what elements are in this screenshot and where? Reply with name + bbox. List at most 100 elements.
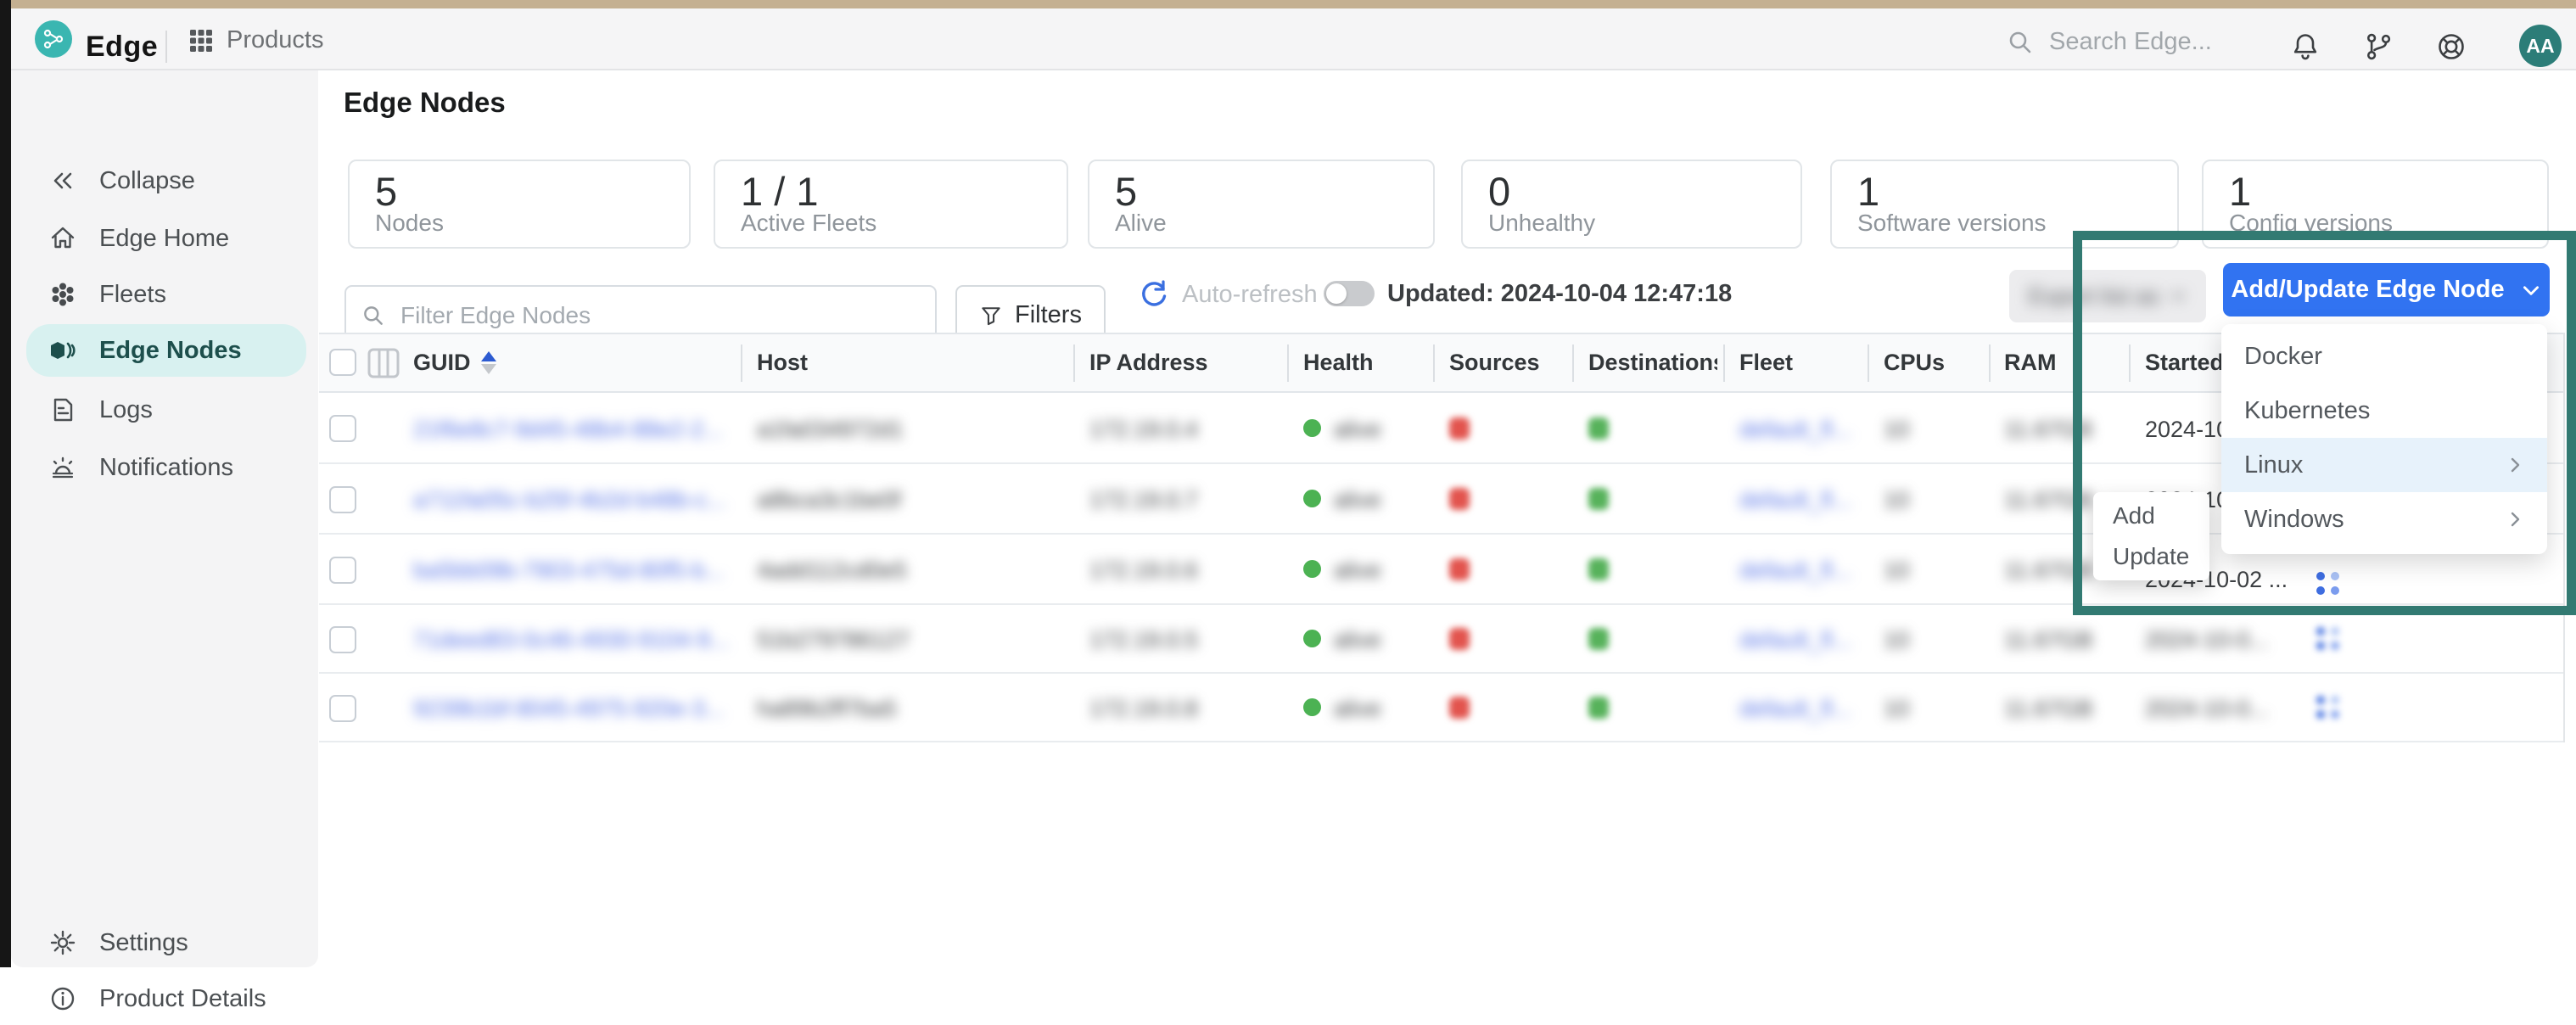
global-search[interactable]: Search Edge...	[2007, 28, 2212, 56]
fleet-link[interactable]: default_fl...	[1739, 696, 1852, 721]
row-actions-icon[interactable]	[2316, 572, 2339, 595]
fleet-link[interactable]: default_fl...	[1739, 627, 1852, 653]
stat-card-unhealthy: 0 Unhealthy	[1461, 160, 1802, 249]
row-actions-icon[interactable]	[2316, 627, 2339, 650]
health-dot	[1303, 490, 1321, 507]
guid-link[interactable]: a711fa05c-b25f-4b2d-b48b-c...	[413, 487, 726, 512]
stat-value: 5	[375, 169, 398, 214]
sources-indicator	[1449, 558, 1470, 580]
column-header-started[interactable]: Started	[2145, 350, 2225, 375]
sidebar-item-product-details[interactable]: Product Details	[26, 972, 306, 1025]
host-cell: a8bca3c1be0f	[757, 487, 901, 512]
ip-cell: 172.19.0.5	[1089, 627, 1198, 653]
column-header-guid[interactable]: GUID	[413, 334, 496, 391]
guid-link[interactable]: ba5bb09b-7903-475d-80f5-b...	[413, 557, 725, 583]
export-list-button[interactable]: Export list as	[2009, 270, 2206, 322]
fleet-link[interactable]: default_fl...	[1739, 487, 1852, 512]
cpus-cell: 10	[1884, 627, 1910, 653]
home-icon	[48, 224, 77, 253]
health-cell: alive	[1334, 627, 1381, 653]
sidebar-item-edge-nodes[interactable]: Edge Nodes	[26, 324, 306, 377]
sidebar-item-label: Settings	[99, 928, 188, 956]
chevron-down-icon	[2170, 288, 2187, 305]
row-checkbox[interactable]	[329, 415, 356, 442]
edge-logo-icon[interactable]	[35, 20, 72, 58]
select-all-checkbox[interactable]	[329, 349, 356, 376]
sidebar-item-label: Collapse	[99, 166, 195, 194]
fleet-link[interactable]: default_fl...	[1739, 417, 1852, 442]
stat-label: Active Fleets	[741, 210, 877, 236]
menu-item-linux[interactable]: Linux	[2221, 438, 2547, 492]
add-update-edge-node-button[interactable]: Add/Update Edge Node	[2223, 263, 2550, 316]
destinations-indicator	[1588, 628, 1609, 650]
filter-input-field[interactable]	[399, 300, 911, 330]
ip-cell: 172.19.0.7	[1089, 487, 1198, 512]
chevron-right-icon	[2505, 455, 2525, 475]
menu-item-update[interactable]: Update	[2113, 543, 2190, 569]
menu-item-windows[interactable]: Windows	[2221, 492, 2547, 546]
destinations-indicator	[1588, 558, 1609, 580]
stat-label: Unhealthy	[1488, 210, 1596, 236]
notifications-icon	[48, 453, 77, 482]
health-dot	[1303, 630, 1321, 647]
sidebar-item-collapse[interactable]: Collapse	[26, 154, 306, 207]
column-settings-icon[interactable]	[367, 347, 400, 379]
guid-link[interactable]: 9239b1bf-8045-4975-920e-3...	[413, 696, 725, 721]
menu-item-docker[interactable]: Docker	[2244, 342, 2322, 370]
host-cell: 4add112cd0e5	[757, 557, 907, 583]
table-row: 71deed83-0c46-4930-9104-9... 51b27978612…	[319, 605, 2563, 674]
topbar-divider	[165, 31, 167, 63]
stat-card-software-versions: 1 Software versions	[1830, 160, 2179, 249]
sort-icon	[480, 351, 496, 374]
sources-indicator	[1449, 697, 1470, 719]
auto-refresh-label: Auto-refresh	[1182, 281, 1318, 308]
stat-label: Nodes	[375, 210, 444, 236]
sidebar-item-logs[interactable]: Logs	[26, 384, 306, 436]
table-row: 21f6e8c7-9d45-48b4-88e2-2... a1fa034972d…	[319, 393, 2563, 464]
column-header-host[interactable]: Host	[757, 350, 808, 375]
column-header-fleet[interactable]: Fleet	[1739, 350, 1794, 375]
column-header-sources[interactable]: Sources	[1449, 350, 1540, 375]
sidebar-item-label: Notifications	[99, 453, 233, 481]
guid-link[interactable]: 71deed83-0c46-4930-9104-9...	[413, 627, 730, 653]
fleet-link[interactable]: default_fl...	[1739, 557, 1852, 583]
avatar-initials: AA	[2526, 34, 2555, 57]
left-edge-strip	[0, 0, 11, 967]
table-header: GUID Host IP Address Health Sources Dest…	[319, 333, 2563, 393]
column-header-health[interactable]: Health	[1303, 350, 1374, 375]
ram-cell: 11.67GB	[2004, 627, 2093, 653]
products-menu[interactable]: Products	[188, 26, 323, 54]
row-actions-icon[interactable]	[2316, 696, 2339, 719]
sidebar-item-fleets[interactable]: Fleets	[26, 268, 306, 321]
destinations-indicator	[1588, 488, 1609, 510]
sidebar-item-notifications[interactable]: Notifications	[26, 441, 306, 494]
help-lifebuoy-icon[interactable]	[2436, 31, 2467, 62]
user-avatar[interactable]: AA	[2519, 25, 2562, 67]
add-update-dropdown: Docker Kubernetes Linux Windows	[2221, 324, 2547, 554]
notifications-bell-icon[interactable]	[2290, 31, 2321, 62]
search-icon	[361, 304, 385, 328]
column-header-cpus[interactable]: CPUs	[1884, 350, 1946, 375]
menu-item-kubernetes[interactable]: Kubernetes	[2244, 396, 2371, 424]
row-checkbox[interactable]	[329, 557, 356, 584]
fleets-icon	[48, 280, 77, 309]
column-header-ip[interactable]: IP Address	[1089, 350, 1208, 375]
refresh-icon[interactable]	[1138, 277, 1170, 310]
sidebar-item-edge-home[interactable]: Edge Home	[26, 212, 306, 265]
menu-item-add[interactable]: Add	[2113, 502, 2155, 529]
column-header-destinations[interactable]: Destinations	[1588, 350, 1717, 375]
cpus-cell: 10	[1884, 487, 1910, 512]
column-header-ram[interactable]: RAM	[2004, 350, 2057, 375]
health-cell: alive	[1334, 487, 1381, 512]
started-cell: 2024-10-0...	[2145, 696, 2269, 721]
git-branch-icon[interactable]	[2363, 31, 2394, 62]
auto-refresh-toggle[interactable]	[1324, 281, 1375, 306]
row-checkbox[interactable]	[329, 486, 356, 513]
guid-link[interactable]: 21f6e8c7-9d45-48b4-88e2-2...	[413, 417, 723, 442]
ip-cell: 172.19.0.8	[1089, 696, 1198, 721]
row-checkbox[interactable]	[329, 626, 356, 653]
row-checkbox[interactable]	[329, 695, 356, 722]
sidebar-item-settings[interactable]: Settings	[26, 916, 306, 969]
stat-value: 5	[1115, 169, 1138, 214]
health-cell: alive	[1334, 417, 1381, 442]
